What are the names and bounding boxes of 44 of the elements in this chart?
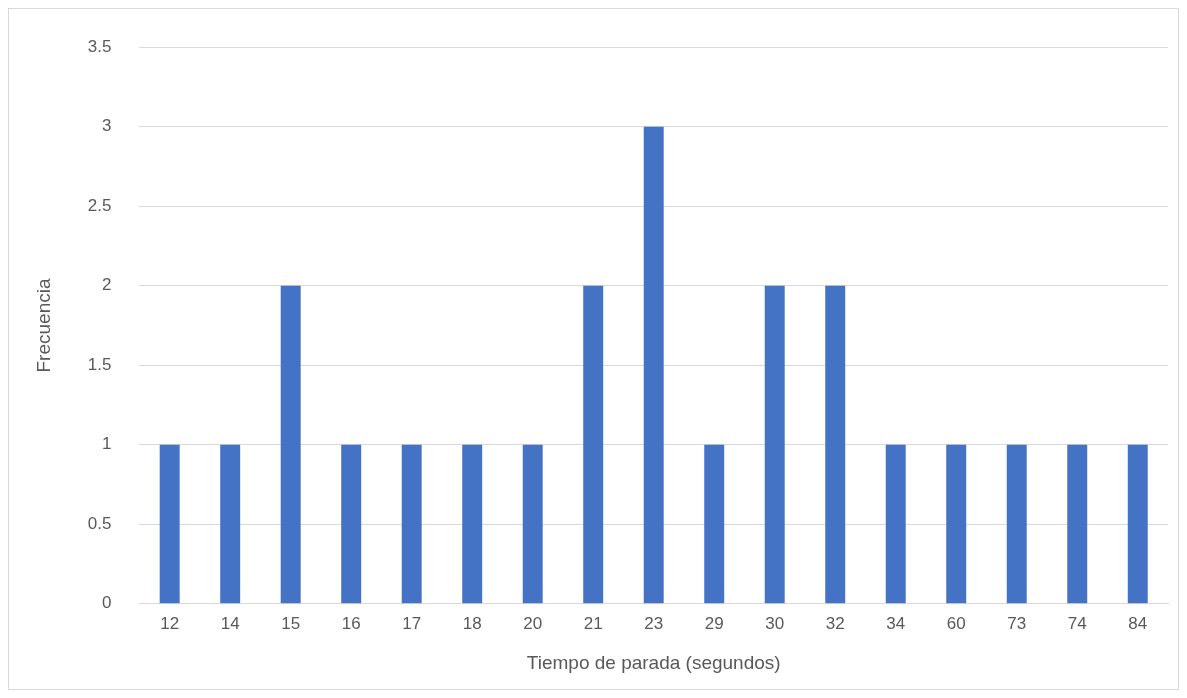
y-tick-label: 3.5: [87, 36, 112, 56]
y-tick-label: 2: [101, 275, 112, 295]
x-tick-label: 14: [220, 613, 240, 633]
x-tick-label: 30: [765, 613, 785, 633]
x-axis-title: Tiempo de parada (segundos): [526, 651, 781, 673]
x-tick-label: 12: [160, 613, 180, 633]
y-tick-label: 0.5: [87, 513, 112, 533]
bar: [220, 444, 241, 604]
bar: [1006, 444, 1027, 604]
x-tick-label: 17: [402, 613, 422, 633]
bar: [643, 126, 664, 604]
bar: [401, 444, 422, 604]
bar: [341, 444, 362, 604]
bar: [159, 444, 180, 604]
bar: [280, 285, 301, 604]
y-tick-label: 0: [101, 593, 112, 613]
x-tick-label: 84: [1128, 613, 1148, 633]
x-tick-label: 20: [523, 613, 543, 633]
y-tick-label: 1: [101, 434, 112, 454]
y-tick-label: 2.5: [87, 195, 112, 215]
x-tick-label: 34: [886, 613, 906, 633]
x-tick-label: 73: [1007, 613, 1027, 633]
y-tick-label: 1.5: [87, 354, 112, 374]
bar: [825, 285, 846, 604]
bar: [704, 444, 725, 604]
x-tick-label: 21: [583, 613, 603, 633]
x-tick-label: 29: [704, 613, 724, 633]
x-tick-label: 16: [341, 613, 361, 633]
y-tick-label: 3: [101, 116, 112, 136]
bar: [583, 285, 604, 604]
bar: [1127, 444, 1148, 604]
x-tick-label: 23: [644, 613, 664, 633]
bar: [885, 444, 906, 604]
bar: [462, 444, 483, 604]
bar: [764, 285, 785, 604]
x-tick-label: 60: [946, 613, 966, 633]
bar: [1067, 444, 1088, 604]
x-tick-label: 32: [825, 613, 845, 633]
x-tick-label: 18: [462, 613, 482, 633]
bar: [522, 444, 543, 604]
bar: [946, 444, 967, 604]
x-tick-label: 74: [1067, 613, 1087, 633]
y-axis-title: Frecuencia: [32, 278, 54, 373]
x-tick-label: 15: [281, 613, 301, 633]
